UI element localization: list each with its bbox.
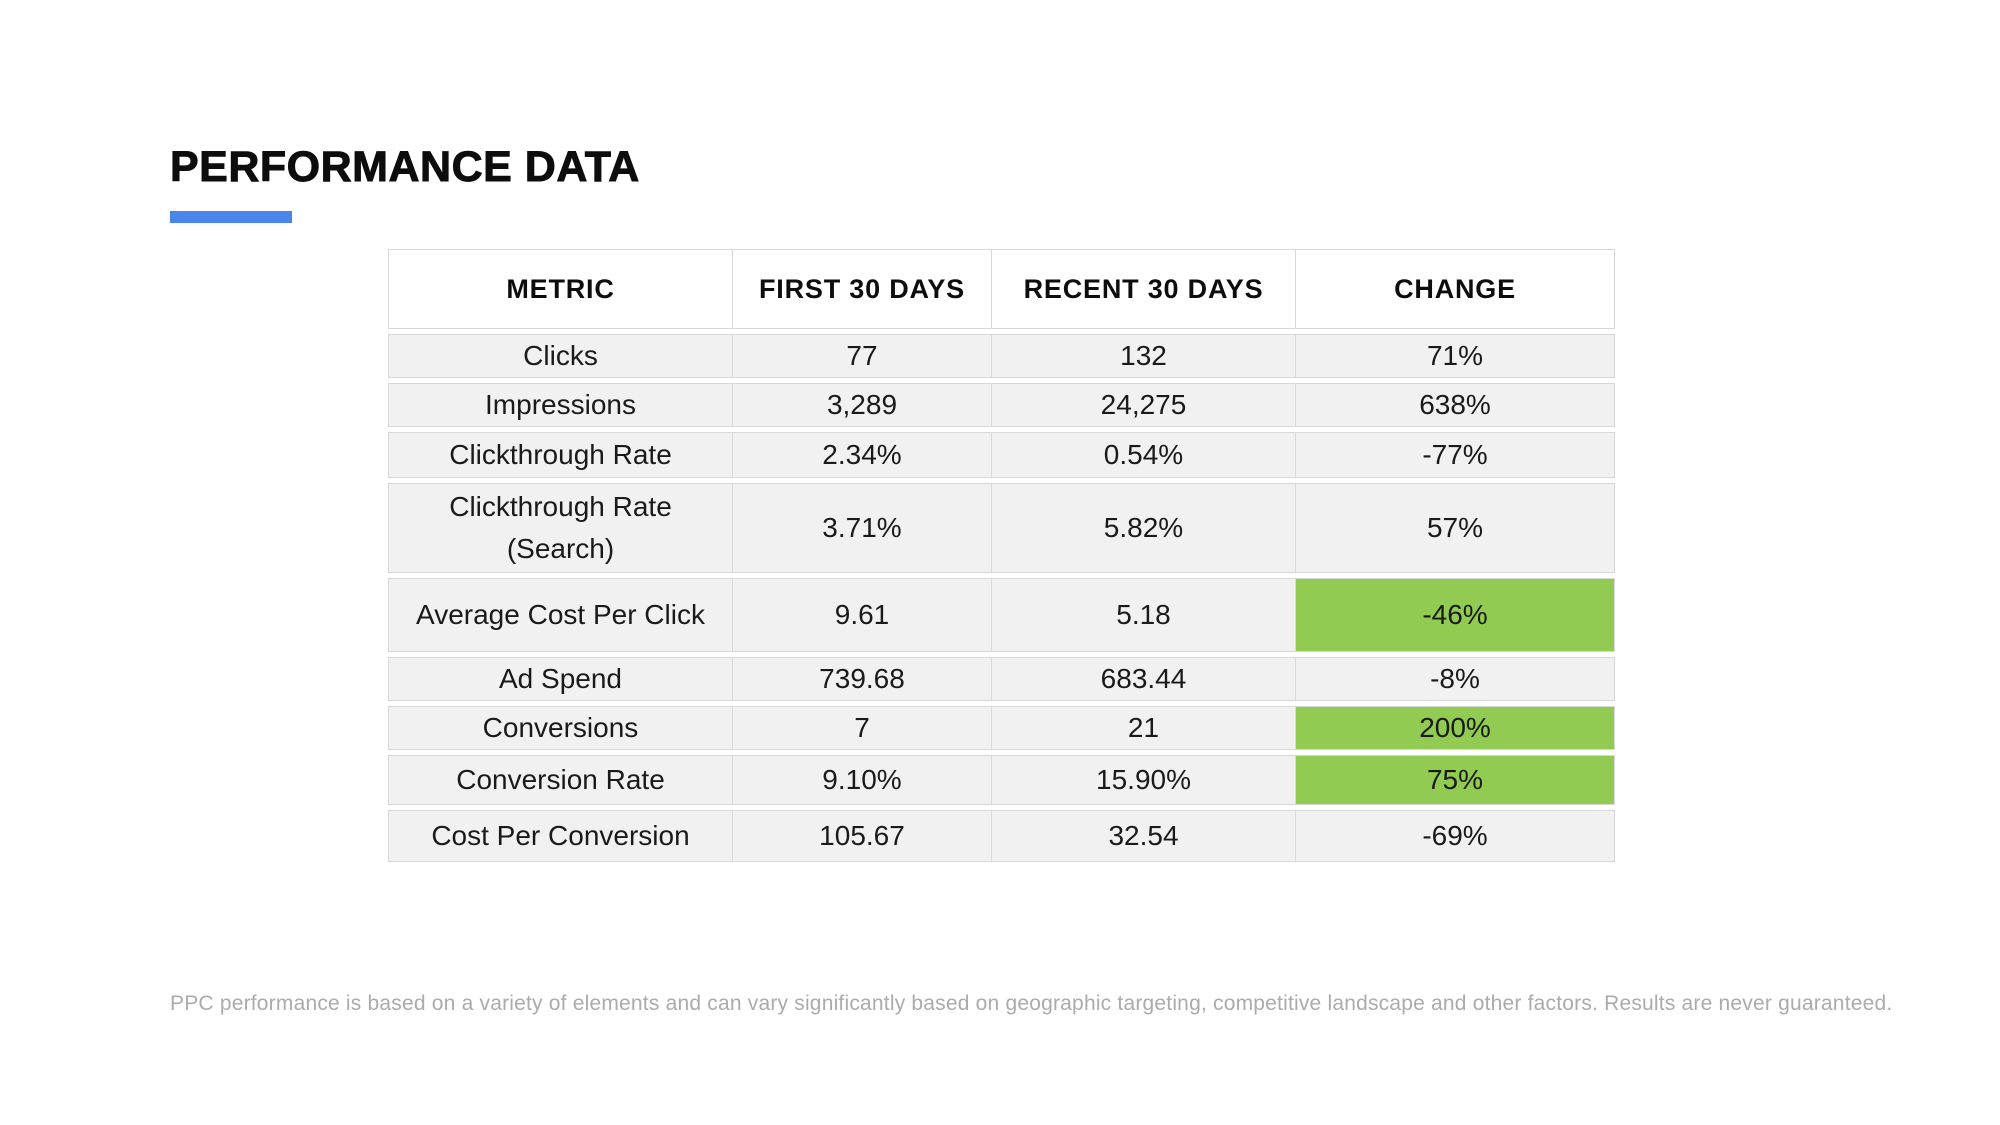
cell-change: 638%: [1296, 383, 1615, 427]
cell-change: 57%: [1296, 483, 1615, 573]
cell-first-30-days: 7: [733, 706, 992, 750]
cell-recent-30-days: 5.18: [992, 578, 1296, 652]
table-row: Ad Spend 739.68 683.44 -8%: [388, 657, 1615, 701]
cell-metric: Conversions: [388, 706, 733, 750]
table-header-row: METRIC FIRST 30 DAYS RECENT 30 DAYS CHAN…: [388, 249, 1615, 329]
cell-change-highlighted: -46%: [1296, 578, 1615, 652]
cell-metric: Average Cost Per Click: [388, 578, 733, 652]
page-title: PERFORMANCE DATA: [170, 143, 640, 191]
column-header-metric: METRIC: [388, 249, 733, 329]
table-row: Conversion Rate 9.10% 15.90% 75%: [388, 755, 1615, 805]
cell-metric: Cost Per Conversion: [388, 810, 733, 862]
cell-first-30-days: 2.34%: [733, 432, 992, 478]
cell-change-highlighted: 75%: [1296, 755, 1615, 805]
cell-change: -8%: [1296, 657, 1615, 701]
cell-metric: Clicks: [388, 334, 733, 378]
title-accent-bar: [170, 211, 292, 223]
cell-recent-30-days: 21: [992, 706, 1296, 750]
cell-recent-30-days: 683.44: [992, 657, 1296, 701]
table-row: Clicks 77 132 71%: [388, 334, 1615, 378]
column-header-recent-30: RECENT 30 DAYS: [992, 249, 1296, 329]
cell-change: 71%: [1296, 334, 1615, 378]
cell-metric: Clickthrough Rate: [388, 432, 733, 478]
column-header-first-30: FIRST 30 DAYS: [733, 249, 992, 329]
column-header-change: CHANGE: [1296, 249, 1615, 329]
cell-recent-30-days: 24,275: [992, 383, 1296, 427]
cell-change: -77%: [1296, 432, 1615, 478]
cell-first-30-days: 3.71%: [733, 483, 992, 573]
table-row: Clickthrough Rate 2.34% 0.54% -77%: [388, 432, 1615, 478]
table-row: Conversions 7 21 200%: [388, 706, 1615, 750]
cell-recent-30-days: 15.90%: [992, 755, 1296, 805]
table-row: Cost Per Conversion 105.67 32.54 -69%: [388, 810, 1615, 862]
cell-recent-30-days: 132: [992, 334, 1296, 378]
disclaimer-text: PPC performance is based on a variety of…: [170, 992, 1893, 1015]
cell-first-30-days: 105.67: [733, 810, 992, 862]
table-row: Impressions 3,289 24,275 638%: [388, 383, 1615, 427]
cell-first-30-days: 77: [733, 334, 992, 378]
cell-change-highlighted: 200%: [1296, 706, 1615, 750]
cell-first-30-days: 9.61: [733, 578, 992, 652]
cell-recent-30-days: 32.54: [992, 810, 1296, 862]
cell-change: -69%: [1296, 810, 1615, 862]
cell-recent-30-days: 0.54%: [992, 432, 1296, 478]
cell-recent-30-days: 5.82%: [992, 483, 1296, 573]
cell-first-30-days: 739.68: [733, 657, 992, 701]
table-row: Clickthrough Rate (Search) 3.71% 5.82% 5…: [388, 483, 1615, 573]
cell-metric: Clickthrough Rate (Search): [388, 483, 733, 573]
cell-metric: Ad Spend: [388, 657, 733, 701]
cell-metric: Impressions: [388, 383, 733, 427]
cell-first-30-days: 9.10%: [733, 755, 992, 805]
cell-first-30-days: 3,289: [733, 383, 992, 427]
performance-table: METRIC FIRST 30 DAYS RECENT 30 DAYS CHAN…: [388, 244, 1615, 867]
cell-metric: Conversion Rate: [388, 755, 733, 805]
table-row: Average Cost Per Click 9.61 5.18 -46%: [388, 578, 1615, 652]
